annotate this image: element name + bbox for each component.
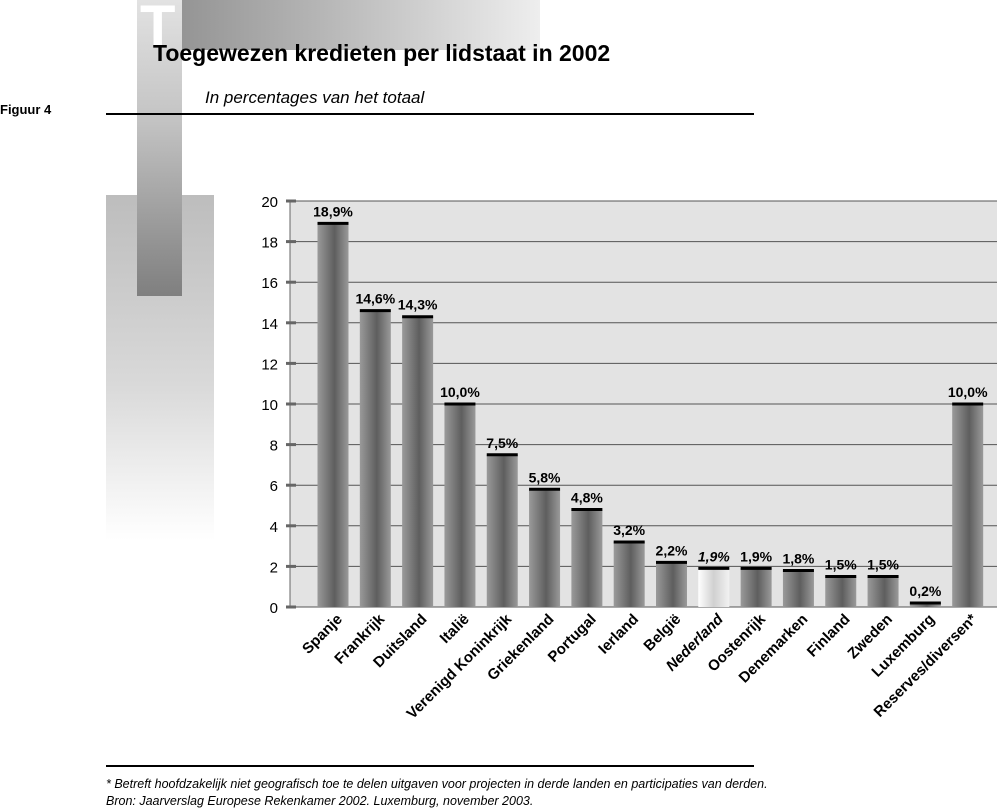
chart-title: Toegewezen kredieten per lidstaat in 200… <box>153 40 611 66</box>
y-tick-label: 0 <box>270 600 278 617</box>
footnote: * Betreft hoofdzakelijk niet geografisch… <box>106 776 768 810</box>
bar <box>740 568 772 607</box>
bar <box>698 568 730 607</box>
y-tick-label: 6 <box>270 478 278 495</box>
data-label: 18,9% <box>313 203 353 219</box>
decorative-banner <box>137 0 540 50</box>
figure-label: Figuur 4 <box>0 102 52 117</box>
y-tick-label: 2 <box>270 559 278 576</box>
data-label: 1,9% <box>740 548 772 564</box>
y-tick-label: 14 <box>261 316 278 333</box>
y-tick-label: 10 <box>261 397 278 414</box>
y-tick-label: 4 <box>270 519 278 536</box>
bar <box>486 454 518 607</box>
y-tick-label: 20 <box>261 194 278 211</box>
decorative-letter-logo: T <box>140 0 176 59</box>
bar <box>359 310 391 607</box>
y-tick-label: 8 <box>270 438 278 455</box>
category-label: Italië <box>437 611 473 647</box>
bar <box>402 316 434 607</box>
data-label: 7,5% <box>486 435 518 451</box>
data-label: 4,8% <box>571 490 603 506</box>
bar <box>571 509 603 607</box>
data-label: 1,8% <box>782 550 814 566</box>
bar-chart: 0246810121416182018,9%Spanje14,6%Frankri… <box>261 194 997 722</box>
y-tick-label: 12 <box>261 356 278 373</box>
data-label: 3,2% <box>613 522 645 538</box>
bar <box>825 576 857 607</box>
data-label: 5,8% <box>529 469 561 485</box>
chart-subtitle: In percentages van het totaal <box>205 88 425 107</box>
data-label: 14,3% <box>398 297 438 313</box>
data-label: 10,0% <box>440 384 480 400</box>
bar <box>613 542 645 607</box>
data-label: 1,5% <box>825 557 857 573</box>
footnote-source: Bron: Jaarverslag Europese Rekenkamer 20… <box>106 794 534 808</box>
header-rule <box>106 113 754 115</box>
y-tick-label: 18 <box>261 235 278 252</box>
data-label: 10,0% <box>948 384 988 400</box>
bar <box>782 570 814 607</box>
footnote-note: * Betreft hoofdzakelijk niet geografisch… <box>106 777 768 791</box>
data-label: 1,5% <box>867 557 899 573</box>
bar <box>867 576 899 607</box>
data-label: 1,9% <box>698 548 730 564</box>
bar <box>909 602 941 607</box>
footer-rule <box>106 765 754 767</box>
bar <box>317 223 349 607</box>
bar <box>952 404 984 607</box>
category-label: Ierland <box>595 611 642 658</box>
bar <box>656 562 687 607</box>
decorative-column <box>137 0 182 296</box>
bar <box>529 489 561 607</box>
bar <box>444 404 476 607</box>
data-label: 2,2% <box>656 542 688 558</box>
data-label: 14,6% <box>355 291 395 307</box>
data-label: 0,2% <box>909 583 941 599</box>
y-tick-label: 16 <box>261 275 278 292</box>
